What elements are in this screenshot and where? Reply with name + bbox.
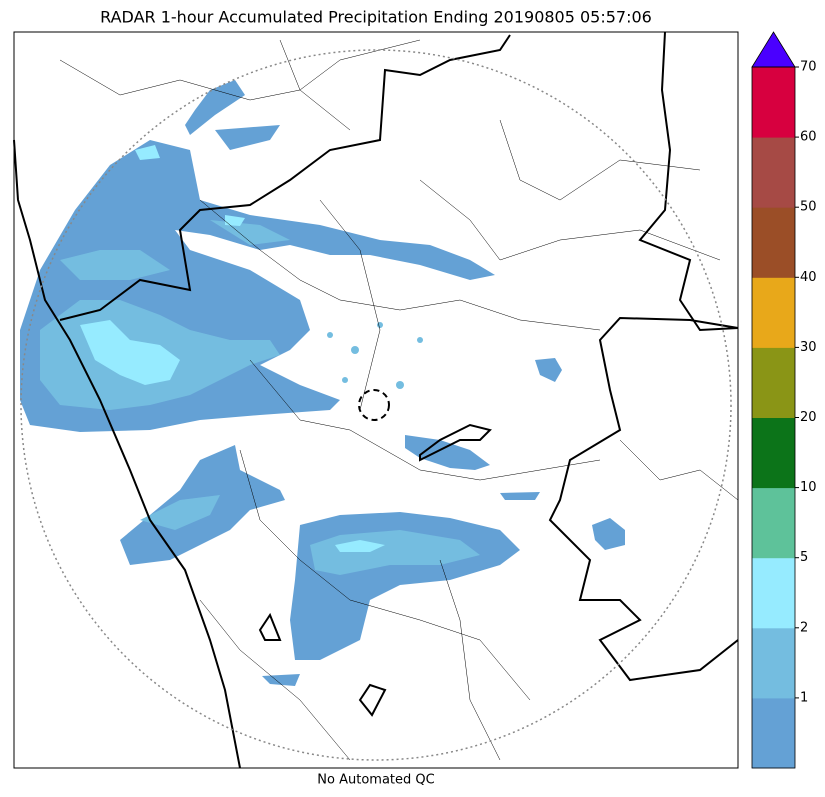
colorbar-segment [752,627,795,699]
colorbar-segment [752,417,795,489]
colorbar-tick-label: 10 [800,480,817,495]
colorbar-segment [752,207,795,278]
colorbar-tick-label: 5 [800,550,808,565]
colorbar-segment [752,67,795,138]
colorbar-segment [752,557,795,629]
colorbar-segment [752,697,795,769]
colorbar-tick-label: 70 [800,60,817,75]
title: RADAR 1-hour Accumulated Precipitation E… [100,8,652,27]
colorbar-tick-label: 40 [800,270,817,285]
colorbar-tick-label: 50 [800,200,817,215]
colorbar-segment [752,487,795,559]
colorbar-segment [752,137,795,208]
colorbar: 1 2 5 10 20 30 40 50 60 70 [751,31,817,769]
colorbar-tick-label: 30 [800,340,817,355]
colorbar-tick-label: 20 [800,410,817,425]
colorbar-segment [752,277,795,348]
colorbar-tick-label: 60 [800,130,817,145]
colorbar-tick-label: 2 [800,620,808,635]
footer: No Automated QC [317,773,434,788]
colorbar-extend [751,31,796,68]
map [13,31,739,769]
colorbar-tick-label: 1 [800,690,808,705]
colorbar-segment [752,347,795,418]
